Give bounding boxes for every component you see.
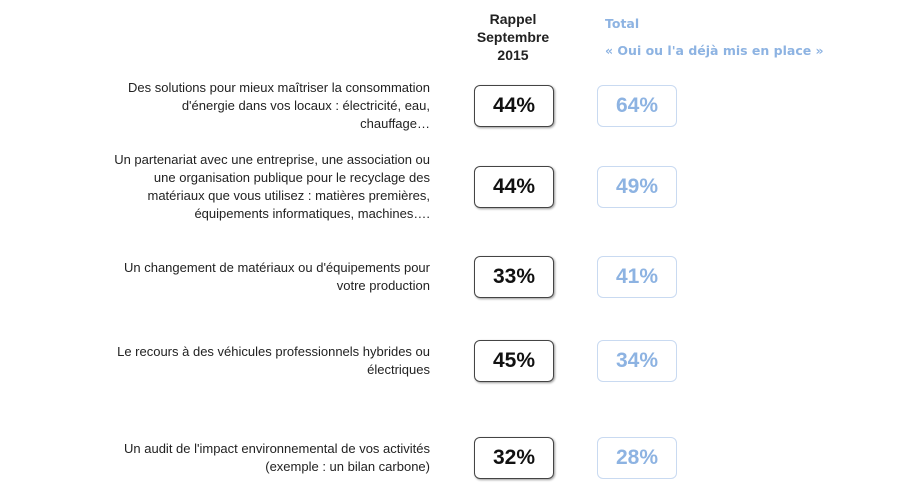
rappel-value: 33% xyxy=(474,256,554,298)
label-line: Un changement de matériaux ou d'équipeme… xyxy=(123,260,430,275)
total-value: 64% xyxy=(597,85,677,127)
row-label: Un changement de matériaux ou d'équipeme… xyxy=(0,259,430,295)
header-line: Total xyxy=(605,16,640,31)
row-label: Un partenariat avec une entreprise, une … xyxy=(0,151,430,223)
total-value: 28% xyxy=(597,437,677,479)
label-line: (exemple : un bilan carbone) xyxy=(265,459,430,474)
label-line: Des solutions pour mieux maîtriser la co… xyxy=(127,80,430,95)
label-line: d'énergie dans vos locaux : électricité,… xyxy=(181,98,430,113)
total-value: 41% xyxy=(597,256,677,298)
header-line: « Oui ou l'a déjà mis en place » xyxy=(605,43,824,58)
label-line: Un audit de l'impact environnemental de … xyxy=(124,441,430,456)
label-line: Un partenariat avec une entreprise, une … xyxy=(114,152,430,167)
label-line: votre production xyxy=(336,278,430,293)
rappel-value: 32% xyxy=(474,437,554,479)
rappel-value: 45% xyxy=(474,340,554,382)
row-label: Un audit de l'impact environnemental de … xyxy=(0,440,430,476)
label-line: une organisation publique pour le recycl… xyxy=(153,170,430,185)
rappel-value: 44% xyxy=(474,85,554,127)
total-value: 34% xyxy=(597,340,677,382)
label-line: équipements informatiques, machines…. xyxy=(194,206,430,221)
label-line: Le recours à des véhicules professionnel… xyxy=(117,344,430,359)
label-line: chauffage… xyxy=(360,116,430,131)
header-line: 2015 xyxy=(497,47,529,63)
total-header: Total « Oui ou l'a déjà mis en place » xyxy=(605,10,824,64)
header-line: Septembre xyxy=(476,29,550,45)
label-line: électriques xyxy=(367,362,430,377)
header-line: Rappel xyxy=(489,11,537,27)
label-line: matériaux que vous utilisez : matières p… xyxy=(147,188,430,203)
row-label: Le recours à des véhicules professionnel… xyxy=(0,343,430,379)
row-label: Des solutions pour mieux maîtriser la co… xyxy=(0,79,430,133)
rappel-value: 44% xyxy=(474,166,554,208)
total-value: 49% xyxy=(597,166,677,208)
rappel-header: Rappel Septembre 2015 xyxy=(455,10,571,64)
